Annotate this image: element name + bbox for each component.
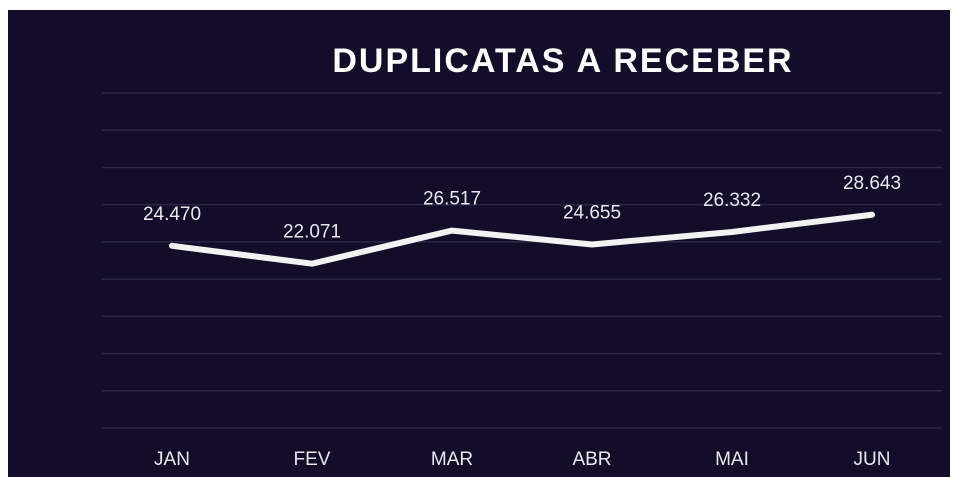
data-label: 24.470 — [143, 204, 201, 225]
data-label: 26.517 — [423, 189, 481, 210]
chart-background — [8, 10, 950, 477]
data-label: 28.643 — [843, 173, 901, 194]
x-tick-label: FEV — [294, 449, 331, 470]
data-label: 24.655 — [563, 202, 621, 223]
data-label: 22.071 — [283, 222, 341, 243]
chart-title: DUPLICATAS A RECEBER — [332, 42, 793, 80]
x-tick-label: MAI — [715, 449, 749, 470]
data-line — [169, 211, 875, 267]
x-tick-label: JUN — [854, 449, 891, 470]
x-tick-label: JAN — [154, 449, 190, 470]
x-tick-label: ABR — [572, 449, 611, 470]
data-label: 26.332 — [703, 190, 761, 211]
x-tick-label: MAR — [431, 449, 473, 470]
